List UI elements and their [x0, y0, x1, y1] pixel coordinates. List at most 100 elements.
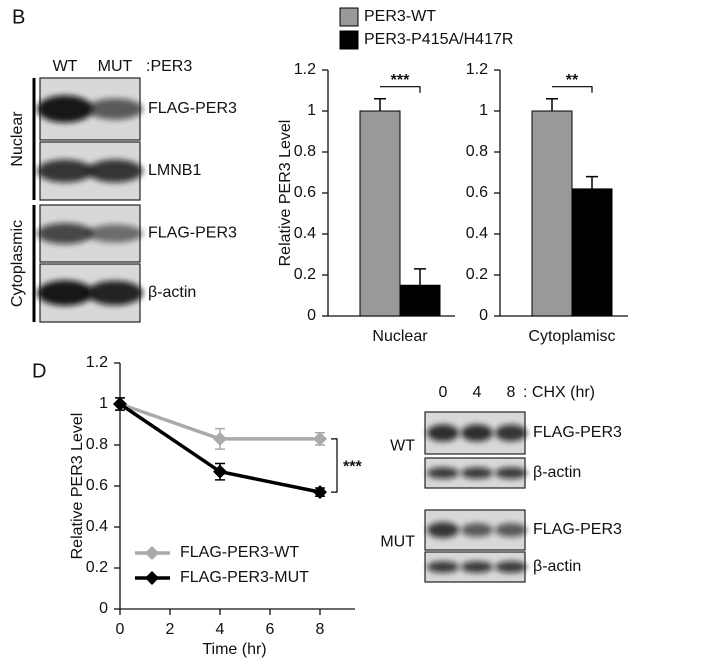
y-tick-label: 1.2 — [294, 61, 316, 78]
y-tick-label: 0.4 — [466, 225, 488, 242]
legend-swatch — [339, 7, 359, 27]
x-tick-label: 0 — [116, 621, 125, 638]
point — [213, 431, 227, 446]
point — [113, 397, 127, 411]
blot-band — [87, 159, 143, 183]
x-axis-label: Time (hr) — [202, 641, 266, 658]
group-label: MUT — [380, 534, 415, 551]
blot-row-label: FLAG-PER3 — [148, 100, 237, 117]
point — [213, 464, 227, 479]
blot-band — [427, 424, 459, 442]
y-tick-label: 1 — [479, 102, 488, 119]
x-tick-label: 8 — [316, 621, 325, 638]
lane-label: MUT — [98, 58, 133, 75]
blot-row-label: β-actin — [533, 558, 581, 575]
blot-band — [37, 95, 93, 123]
group-label: Nuclear — [9, 111, 26, 167]
bar — [571, 188, 613, 317]
y-axis-label: Relative PER3 Level — [69, 413, 86, 560]
legend-label: PER3-WT — [364, 8, 436, 25]
blot-band — [427, 467, 459, 479]
group-label: Cytoplasmic — [9, 220, 26, 307]
blot-row-label: LMNB1 — [148, 162, 201, 179]
lane-label: 4 — [473, 384, 482, 401]
lane-label: 0 — [439, 384, 448, 401]
legend-marker — [145, 546, 159, 560]
blot-band — [87, 280, 143, 306]
error-bar — [414, 268, 426, 286]
blot-band — [37, 159, 93, 183]
blot-row-label: β-actin — [148, 284, 196, 301]
y-tick-label: 0.8 — [294, 143, 316, 160]
group-label: WT — [390, 437, 415, 454]
y-tick-label: 0 — [479, 307, 488, 324]
x-tick-label: 6 — [266, 621, 275, 638]
significance-bracket — [331, 438, 338, 493]
y-tick-label: 0 — [99, 600, 108, 617]
lane-label: WT — [53, 58, 78, 75]
y-tick-label: 0.8 — [86, 436, 108, 453]
y-tick-label: 0.2 — [466, 266, 488, 283]
blot-band — [461, 561, 493, 573]
significance-bracket — [380, 86, 421, 93]
lane-label: 8 — [507, 384, 516, 401]
significance: ** — [566, 72, 579, 89]
blot-row-label: FLAG-PER3 — [533, 521, 622, 538]
error-bar — [374, 97, 386, 111]
legend-label: PER3-P415A/H417R — [364, 31, 513, 48]
bar — [531, 110, 573, 317]
y-axis-label: Relative PER3 Level — [277, 120, 294, 267]
blot-band — [461, 424, 493, 442]
blot-band — [495, 424, 527, 442]
panel-label: B — [12, 6, 25, 28]
blot-band — [87, 224, 143, 243]
y-tick-label: 0.4 — [294, 225, 316, 242]
blot-band — [37, 222, 93, 245]
panel-label: D — [32, 360, 46, 382]
bar — [399, 284, 441, 317]
blot-band — [461, 523, 493, 537]
x-tick-label: 4 — [216, 621, 225, 638]
bar — [359, 110, 401, 317]
point — [313, 431, 327, 446]
y-tick-label: 1.2 — [466, 61, 488, 78]
significance: *** — [391, 72, 410, 89]
x-tick-label: Nuclear — [372, 328, 428, 345]
blot-band — [461, 467, 493, 479]
blot-row-label: β-actin — [533, 464, 581, 481]
y-tick-label: 0.4 — [86, 518, 108, 535]
blot-row-label: FLAG-PER3 — [148, 225, 237, 242]
y-tick-label: 0.6 — [294, 184, 316, 201]
y-tick-label: 0 — [307, 307, 316, 324]
legend-swatch — [339, 30, 359, 50]
y-tick-label: 0.2 — [294, 266, 316, 283]
legend-marker — [145, 571, 159, 585]
y-tick-label: 0.6 — [466, 184, 488, 201]
legend-label: FLAG-PER3-WT — [180, 544, 299, 561]
y-tick-label: 0.2 — [86, 559, 108, 576]
significance: *** — [343, 459, 362, 476]
blot-band — [495, 523, 527, 537]
x-tick-label: Cytoplamisc — [528, 328, 615, 345]
y-tick-label: 1.2 — [86, 354, 108, 371]
y-tick-label: 0.8 — [466, 143, 488, 160]
point — [313, 485, 327, 500]
y-tick-label: 0.6 — [86, 477, 108, 494]
blot-band — [427, 522, 459, 538]
blot-band — [495, 561, 527, 573]
legend-label: FLAG-PER3-MUT — [180, 569, 309, 586]
blot-band — [87, 98, 143, 120]
lane-suffix: :PER3 — [146, 58, 192, 75]
error-bar — [546, 97, 558, 111]
blot-band — [37, 280, 93, 306]
lane-suffix: : CHX (hr) — [523, 384, 595, 401]
significance-bracket — [552, 86, 593, 93]
blot-band — [495, 467, 527, 479]
blot-row-label: FLAG-PER3 — [533, 424, 622, 441]
y-tick-label: 1 — [307, 102, 316, 119]
x-tick-label: 2 — [166, 621, 175, 638]
error-bar — [586, 175, 598, 189]
y-tick-label: 1 — [99, 395, 108, 412]
blot-band — [427, 561, 459, 573]
